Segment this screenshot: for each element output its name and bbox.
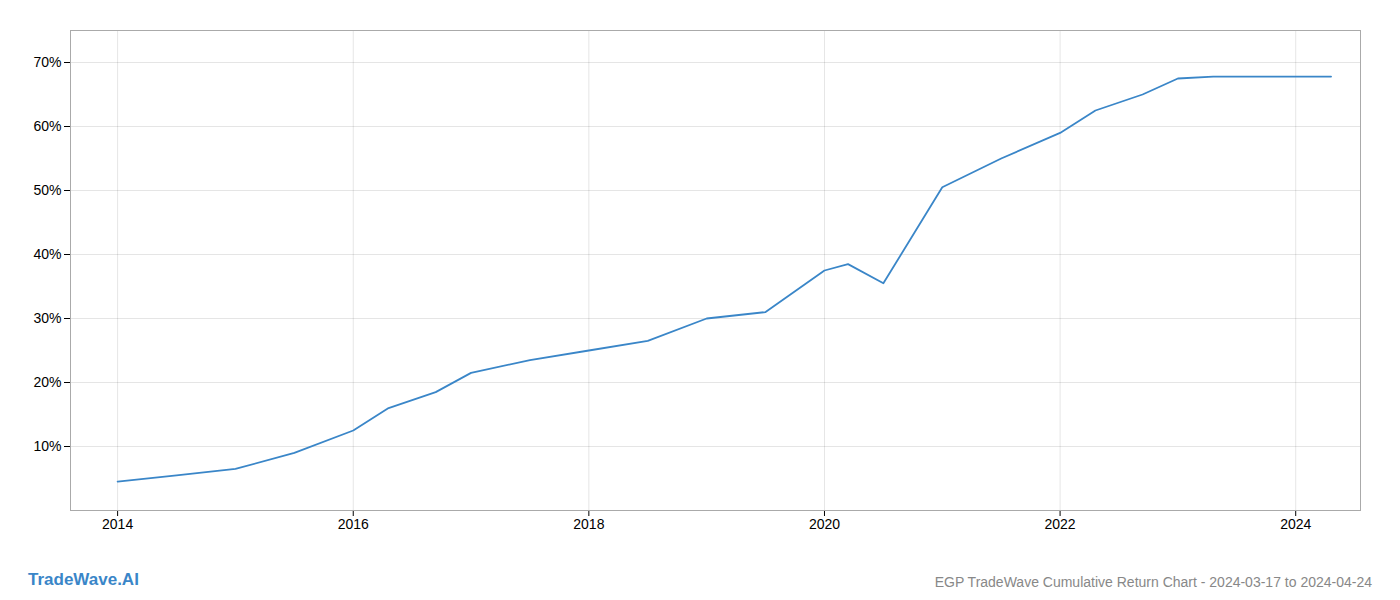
svg-text:2022: 2022	[1045, 516, 1076, 532]
svg-text:50%: 50%	[33, 182, 61, 198]
svg-text:20%: 20%	[33, 374, 61, 390]
svg-text:2020: 2020	[809, 516, 840, 532]
svg-text:70%: 70%	[33, 54, 61, 70]
svg-text:40%: 40%	[33, 246, 61, 262]
svg-text:2014: 2014	[102, 516, 133, 532]
html-text:TradeWave.AI: TradeWave.AI	[28, 570, 139, 589]
svg-text:10%: 10%	[33, 438, 61, 454]
svg-text:2016: 2016	[338, 516, 369, 532]
svg-text:2024: 2024	[1280, 516, 1311, 532]
svg-text:30%: 30%	[33, 310, 61, 326]
svg-text:2018: 2018	[573, 516, 604, 532]
svg-text:60%: 60%	[33, 118, 61, 134]
html-text:EGP TradeWave Cumulative Retur: EGP TradeWave Cumulative Return Chart - …	[934, 574, 1372, 590]
